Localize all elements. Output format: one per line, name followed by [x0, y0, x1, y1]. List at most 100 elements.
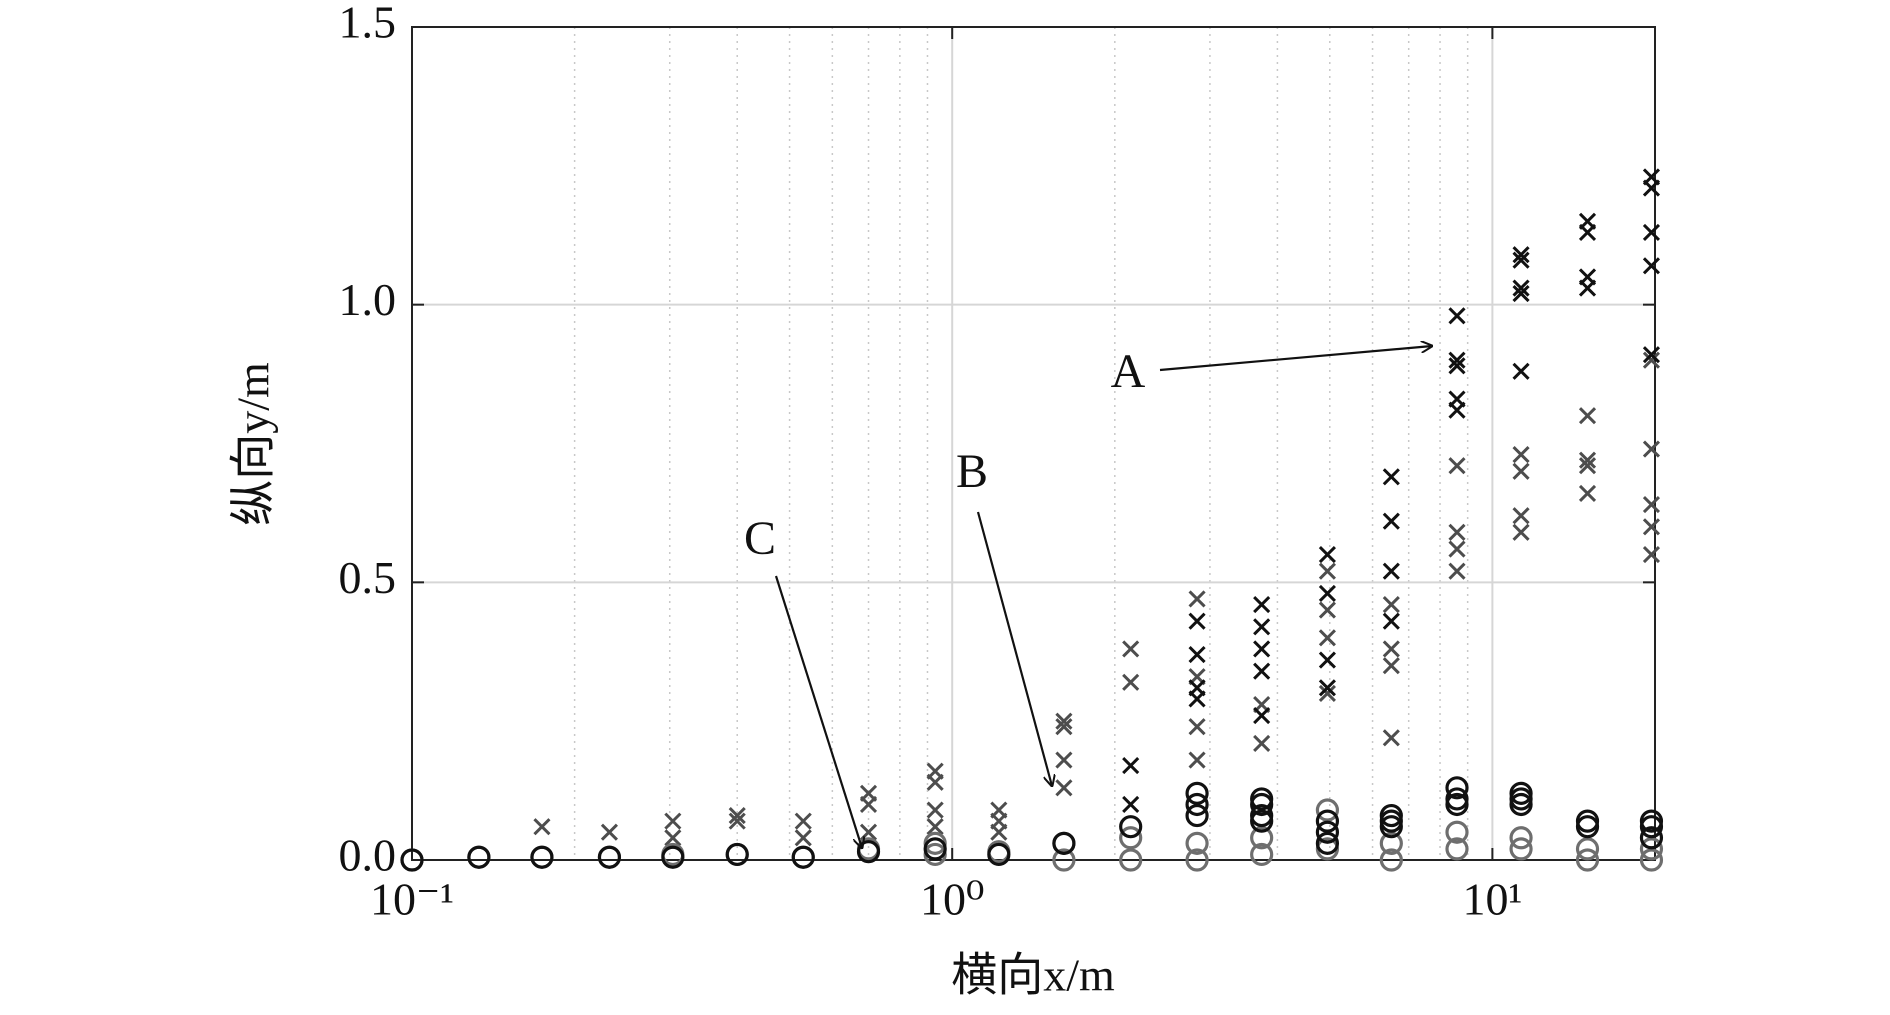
point — [533, 818, 551, 836]
point — [1445, 820, 1469, 844]
point — [664, 812, 682, 830]
point — [1448, 457, 1466, 475]
point — [728, 807, 746, 825]
point — [1578, 223, 1597, 242]
point — [1382, 657, 1400, 675]
annotation-arrow — [976, 511, 1052, 786]
y-tick-label: 0.5 — [339, 552, 397, 603]
point — [597, 845, 622, 869]
point — [1448, 351, 1466, 369]
point — [1448, 401, 1466, 419]
point — [1578, 457, 1597, 475]
point — [1250, 792, 1274, 817]
point — [926, 801, 944, 819]
point — [1315, 809, 1340, 833]
y-tick-label: 0.0 — [339, 830, 397, 881]
point — [1122, 757, 1140, 775]
point — [1119, 826, 1143, 850]
point — [1445, 792, 1469, 817]
point — [1122, 795, 1140, 814]
point — [1512, 446, 1530, 464]
point — [1642, 346, 1661, 364]
annotation-arrow — [1159, 346, 1432, 372]
point — [1642, 518, 1661, 536]
point — [1448, 540, 1466, 558]
plot-frame — [411, 26, 1656, 861]
point — [1382, 612, 1400, 630]
point — [1185, 781, 1209, 805]
x-tick-label: 10⁰ — [920, 874, 984, 925]
point — [1055, 712, 1073, 730]
point — [1445, 837, 1469, 861]
point — [1253, 734, 1271, 752]
point — [1379, 815, 1403, 839]
point — [1315, 820, 1340, 844]
point — [1318, 601, 1336, 619]
y-tick-label: 1.0 — [339, 274, 397, 325]
point — [1122, 673, 1140, 691]
point — [1315, 831, 1340, 855]
point — [1382, 595, 1400, 614]
point — [1512, 523, 1530, 541]
point — [1382, 729, 1400, 747]
annotation: C — [744, 512, 776, 565]
point — [1639, 848, 1664, 872]
point — [1250, 809, 1274, 833]
point — [794, 812, 812, 830]
point — [1253, 595, 1271, 614]
point — [859, 795, 878, 814]
point — [1578, 451, 1597, 469]
point — [1382, 512, 1400, 530]
point — [856, 840, 881, 864]
x-tick-label: 10⁻¹ — [370, 874, 454, 925]
point — [1575, 815, 1600, 839]
point — [1448, 562, 1466, 580]
point — [1318, 684, 1336, 702]
point — [1512, 462, 1530, 480]
x-tick-label: 10¹ — [1462, 874, 1522, 925]
point — [1253, 640, 1271, 658]
point — [1055, 751, 1073, 769]
point — [1509, 826, 1533, 850]
point — [1253, 707, 1271, 725]
point — [1382, 468, 1400, 486]
point — [1382, 640, 1400, 658]
point — [1512, 246, 1530, 264]
point — [1448, 523, 1466, 541]
point — [400, 848, 424, 872]
point — [1382, 562, 1400, 580]
point — [1318, 584, 1336, 603]
point — [1188, 612, 1206, 630]
point — [1253, 662, 1271, 680]
point — [1055, 779, 1073, 797]
point — [926, 773, 944, 791]
point — [1253, 618, 1271, 636]
point — [1052, 831, 1076, 855]
point — [1639, 826, 1664, 850]
point — [661, 845, 685, 869]
point — [1318, 651, 1336, 669]
point — [1119, 848, 1143, 872]
point — [1318, 679, 1336, 697]
point — [1642, 440, 1661, 458]
x-axis-label: 横向x/m — [951, 950, 1115, 1001]
annotation: B — [956, 445, 988, 498]
point — [1578, 279, 1597, 297]
annotation: A — [1111, 345, 1146, 398]
point — [1578, 484, 1597, 503]
point — [926, 818, 944, 836]
point — [1188, 645, 1206, 664]
point — [1639, 837, 1664, 861]
point — [1642, 496, 1661, 514]
point — [1188, 718, 1206, 736]
point — [1379, 848, 1403, 872]
point — [794, 829, 812, 847]
point — [1122, 640, 1140, 658]
annotation-arrow — [774, 575, 862, 848]
point — [1578, 407, 1597, 425]
point — [1315, 798, 1340, 822]
point — [600, 823, 618, 841]
point — [1639, 815, 1664, 839]
point — [1448, 307, 1466, 325]
point — [987, 842, 1011, 867]
